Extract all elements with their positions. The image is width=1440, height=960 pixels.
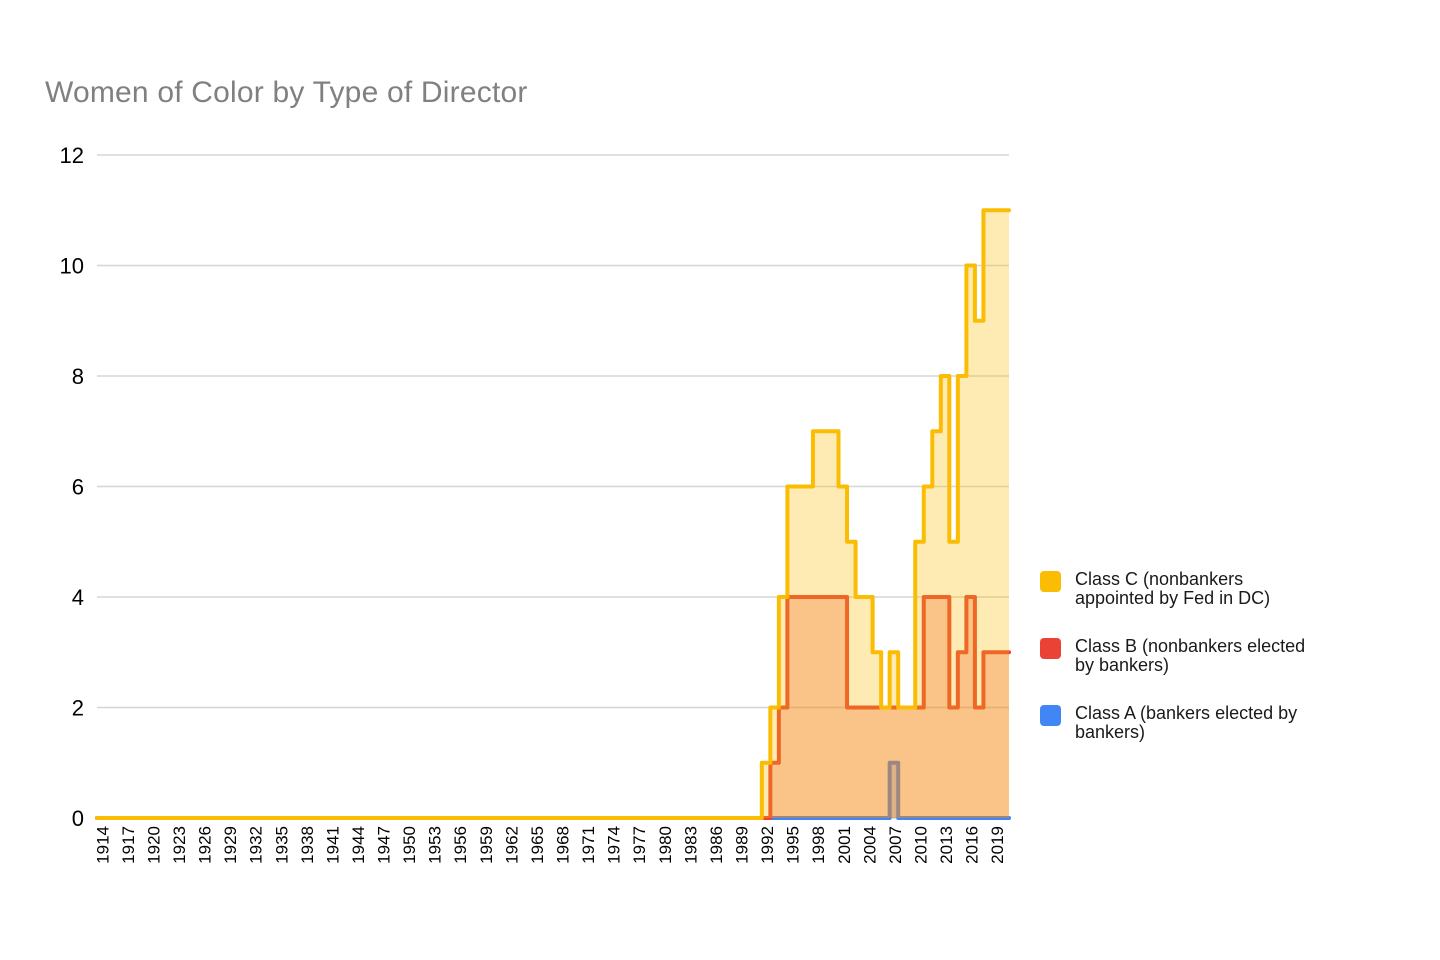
x-axis-label-2007: 2007 [886,826,905,864]
x-axis-label-1983: 1983 [681,826,700,864]
y-axis-label-10: 10 [60,254,84,279]
x-axis-label-1923: 1923 [170,826,189,864]
x-axis-label-1989: 1989 [733,826,752,864]
legend-swatch-class-c-icon [1040,571,1061,592]
x-axis-label-1947: 1947 [375,826,394,864]
x-axis-label-1995: 1995 [784,826,803,864]
x-axis-label-1935: 1935 [272,826,291,864]
x-axis-label-1959: 1959 [477,826,496,864]
x-axis-label-1914: 1914 [93,826,112,864]
x-axis-label-1950: 1950 [400,826,419,864]
x-axis-label-1920: 1920 [144,826,163,864]
x-axis-label-1962: 1962 [502,826,521,864]
x-axis-label-2019: 2019 [988,826,1007,864]
x-axis-label-1953: 1953 [426,826,445,864]
x-axis-label-2001: 2001 [835,826,854,864]
x-axis-label-1968: 1968 [554,826,573,864]
x-axis-label-1992: 1992 [758,826,777,864]
x-axis-label-1926: 1926 [196,826,215,864]
y-axis-label-6: 6 [72,475,84,500]
series-line-class-c [95,208,1011,820]
series-area-class-c [97,210,1009,818]
x-axis-label-2013: 2013 [937,826,956,864]
legend-item-class-b[interactable]: Class B (nonbankers elected by bankers) [1040,637,1315,675]
x-axis-label-1986: 1986 [707,826,726,864]
x-axis-label-1974: 1974 [605,826,624,864]
series-area-class-b [97,597,1009,818]
x-axis-label-1965: 1965 [528,826,547,864]
x-axis-label-1956: 1956 [451,826,470,864]
y-axis-label-12: 12 [60,143,84,168]
legend-label-class-a: Class A (bankers elected by bankers) [1075,703,1298,742]
y-axis-label-2: 2 [72,696,84,721]
x-axis-label-1917: 1917 [119,826,138,864]
y-axis-label-0: 0 [72,806,84,831]
x-axis-label-2010: 2010 [912,826,931,864]
legend-item-class-a[interactable]: Class A (bankers elected by bankers) [1040,704,1315,742]
legend-label-class-b: Class B (nonbankers elected by bankers) [1075,636,1306,675]
x-axis-label-1941: 1941 [323,826,342,864]
x-axis-label-2004: 2004 [860,826,879,864]
legend-swatch-class-a-icon [1040,705,1061,726]
legend-item-class-c[interactable]: Class C (nonbankers appointed by Fed in … [1040,570,1315,608]
chart-title: Women of Color by Type of Director [45,76,528,109]
x-axis-label-1980: 1980 [656,826,675,864]
x-axis-label-1944: 1944 [349,826,368,864]
y-axis-label-8: 8 [72,364,84,389]
legend-label-class-c: Class C (nonbankers appointed by Fed in … [1075,569,1271,608]
legend-swatch-class-b-icon [1040,638,1061,659]
y-axis-label-4: 4 [72,585,84,610]
x-axis-label-1971: 1971 [579,826,598,864]
x-axis-label-1998: 1998 [809,826,828,864]
x-axis-label-1932: 1932 [247,826,266,864]
x-axis-label-1929: 1929 [221,826,240,864]
x-axis-label-1938: 1938 [298,826,317,864]
legend: Class C (nonbankers appointed by Fed in … [1040,570,1315,771]
x-axis-label-1977: 1977 [630,826,649,864]
x-axis-label-2016: 2016 [963,826,982,864]
